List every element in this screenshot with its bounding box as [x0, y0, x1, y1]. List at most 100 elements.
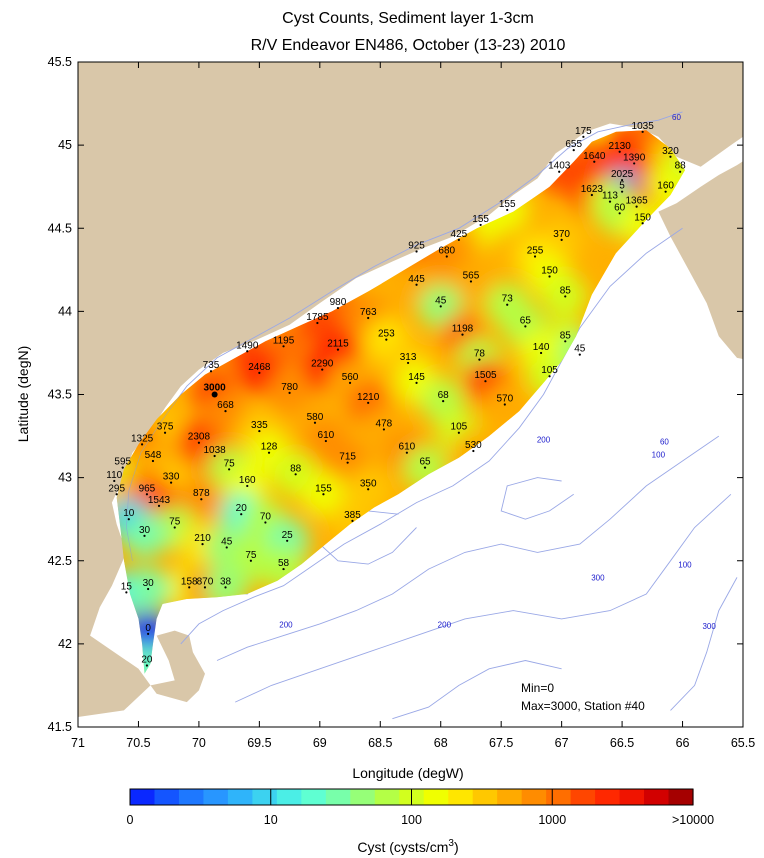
station-marker	[147, 632, 150, 636]
station-marker	[249, 559, 252, 562]
station-value-label: 595	[114, 457, 131, 468]
station-marker	[173, 526, 176, 529]
station: 75	[245, 550, 257, 562]
station: 3000	[204, 383, 227, 398]
chart-title: Cyst Counts, Sediment layer 1-3cm	[282, 10, 534, 27]
colorbar-label: Cyst (cysts/cm3)	[357, 838, 458, 855]
station-value-label: 25	[282, 530, 294, 541]
colorbar-swatch	[154, 789, 180, 805]
station-value-label: 1038	[204, 445, 227, 456]
station: 735	[203, 360, 220, 373]
station: 565	[463, 270, 480, 283]
station-marker	[506, 208, 509, 212]
station-value-label: 1210	[357, 392, 380, 403]
chart-subtitle: R/V Endeavor EN486, October (13-23) 2010	[251, 37, 566, 54]
station-marker	[618, 212, 621, 215]
station: 155	[499, 199, 516, 212]
station-value-label: 155	[499, 199, 516, 210]
station-value-label: 2115	[327, 339, 349, 350]
station-value-label: 150	[541, 265, 558, 276]
station-value-label: 878	[193, 488, 210, 499]
station: 30	[139, 525, 150, 537]
station-value-label: 735	[203, 360, 220, 371]
station: 2025	[611, 169, 634, 182]
station-value-label: 2130	[609, 141, 632, 152]
station-marker	[282, 567, 285, 571]
station: 1403	[548, 161, 571, 173]
max-annotation: Max=3000, Station #40	[521, 699, 645, 713]
bathymetry-contour-line	[235, 493, 732, 703]
station-marker	[457, 431, 460, 434]
station-marker	[382, 428, 385, 431]
colorbar-tick-label: 0	[127, 813, 134, 827]
x-tick-label: 66.5	[610, 736, 634, 750]
station: 85	[560, 285, 571, 298]
station-marker	[385, 338, 388, 341]
station: 45	[435, 295, 447, 308]
bathymetry-contour-label: 300	[702, 622, 716, 631]
colorbar-tick-label: 10	[264, 813, 278, 827]
station-marker	[258, 429, 261, 433]
station-marker	[641, 130, 644, 133]
station-marker	[445, 255, 448, 258]
station-marker	[367, 401, 370, 404]
station-marker	[582, 135, 585, 138]
station: 155	[472, 214, 489, 227]
station-value-label: 105	[451, 422, 468, 433]
station: 1640	[583, 151, 606, 163]
station: 158	[181, 576, 198, 589]
station-value-label: 2308	[188, 432, 211, 443]
station-value-label: 38	[220, 576, 232, 587]
station: 1505	[474, 370, 497, 383]
station: 478	[376, 418, 393, 431]
station: 2130	[609, 141, 632, 153]
station-marker	[200, 498, 203, 501]
station-value-label: 870	[197, 576, 214, 587]
bathymetry-contour-line	[216, 435, 720, 661]
colorbar-swatch	[668, 789, 694, 805]
station-marker	[415, 250, 418, 253]
colorbar-swatch	[619, 789, 645, 805]
station-marker	[590, 193, 593, 197]
station-marker	[316, 321, 319, 325]
station: 610	[318, 430, 335, 443]
station: 140	[533, 342, 550, 355]
station-marker	[572, 149, 575, 152]
station-value-label: 20	[141, 654, 153, 665]
colorbar-swatch	[301, 789, 327, 805]
min-annotation: Min=0	[521, 681, 554, 695]
colorbar-label-exponent: 3	[448, 838, 454, 849]
station-value-label: 253	[378, 329, 395, 340]
station: 75	[169, 517, 181, 529]
station-value-label: 65	[419, 457, 431, 468]
station-value-label: 68	[438, 390, 450, 401]
station-marker	[140, 443, 144, 446]
colorbar-swatch	[521, 789, 547, 805]
station-value-label: 3000	[204, 383, 227, 394]
station-value-label: 1325	[131, 433, 154, 444]
station-value-label: 1640	[583, 151, 606, 162]
station: 15	[121, 581, 132, 594]
station-marker	[224, 410, 227, 413]
station-marker	[564, 340, 567, 343]
colorbar-swatch	[448, 789, 474, 805]
station: 560	[342, 372, 359, 384]
station-value-label: 88	[290, 463, 302, 474]
station-value-label: 128	[261, 442, 278, 453]
x-tick-label: 70	[192, 736, 206, 750]
station-value-label: 610	[318, 430, 335, 441]
station: 295	[108, 483, 125, 496]
station-marker	[147, 587, 150, 591]
bathymetry-contour-line	[392, 660, 562, 720]
y-tick-label: 43	[58, 471, 72, 485]
colorbar-swatch	[203, 789, 229, 805]
station: 175	[575, 126, 592, 138]
station: 73	[502, 294, 513, 306]
station-marker	[213, 454, 216, 458]
station-marker	[115, 493, 118, 496]
station-marker	[548, 275, 551, 278]
station: 570	[496, 393, 514, 406]
station-marker	[282, 345, 285, 348]
